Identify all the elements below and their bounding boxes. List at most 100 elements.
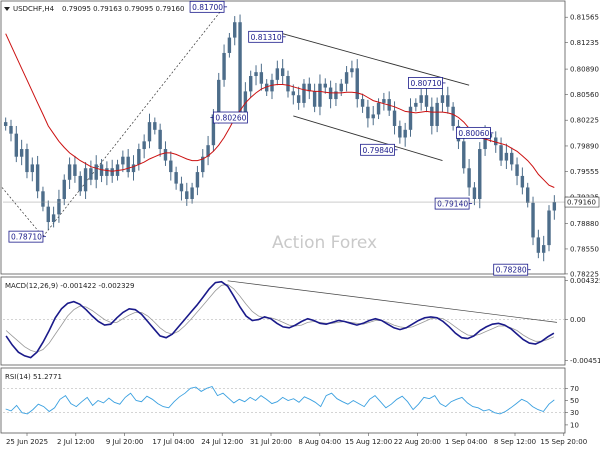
macd-line	[5, 280, 555, 359]
candle	[328, 80, 333, 109]
candle-body	[462, 141, 466, 169]
candle-body	[238, 22, 242, 115]
candle	[3, 117, 8, 131]
macd-trend-line	[227, 280, 558, 323]
candle-body	[174, 172, 178, 184]
price-tick-label: 0.78880	[570, 220, 599, 228]
channel-lower-line	[293, 115, 443, 161]
candle	[355, 59, 359, 108]
candle-body	[3, 122, 8, 126]
candle	[89, 160, 93, 186]
candle	[25, 143, 29, 179]
candle-body	[344, 72, 349, 84]
ma-line	[5, 33, 555, 188]
candle-body	[35, 164, 40, 192]
candle-body	[275, 68, 280, 80]
candle-body	[280, 68, 285, 77]
macd-signal-line	[5, 283, 555, 353]
price-label: 0.78710	[8, 230, 46, 243]
candle-body	[222, 52, 226, 80]
price-label-text: 0.81310	[251, 33, 282, 42]
candle-body	[520, 175, 525, 188]
candle	[424, 87, 429, 113]
candle-body	[366, 106, 370, 119]
candle-body	[206, 145, 210, 157]
candle	[254, 65, 258, 86]
candle-body	[105, 168, 109, 176]
candle-body	[89, 168, 93, 180]
candle-body	[190, 187, 194, 199]
candle-body	[57, 198, 61, 215]
candle	[206, 135, 210, 166]
candle	[510, 147, 514, 171]
candle	[78, 171, 82, 196]
candle-body	[185, 191, 189, 199]
candle	[515, 157, 519, 186]
time-tick-label: 2 Jul 12:00	[57, 438, 95, 446]
candle	[525, 182, 530, 208]
rsi-tick-label: 50	[570, 397, 579, 405]
candle	[195, 165, 200, 196]
candle	[227, 32, 232, 58]
price-tick-label: 0.78225	[570, 270, 599, 278]
candle	[51, 206, 56, 228]
candle-body	[323, 83, 327, 88]
candle-body	[163, 149, 168, 161]
price-label-text: 0.80260	[215, 114, 246, 123]
macd-tick-label: -0.004511	[570, 357, 600, 365]
candle	[57, 189, 61, 223]
candle	[504, 143, 509, 170]
candle	[121, 150, 125, 173]
trend-lines	[1, 6, 470, 237]
candle-body	[515, 164, 519, 176]
candle-body	[179, 183, 184, 192]
candle-body	[312, 91, 317, 107]
time-tick-label: 9 Jul 20:00	[106, 438, 144, 446]
candle-body	[131, 164, 136, 173]
price-label-text: 0.78280	[496, 266, 527, 275]
dashed-uptrend-line	[42, 6, 225, 237]
candle-body	[435, 102, 439, 126]
price-tick-label: 0.78550	[570, 245, 599, 253]
candle	[131, 155, 136, 181]
candle-body	[430, 106, 434, 126]
dropdown-triangle-icon[interactable]	[4, 7, 10, 11]
price-label-text: 0.78710	[11, 233, 42, 242]
candle-body	[158, 129, 162, 150]
time-tick-label: 1 Sep 04:00	[445, 438, 487, 446]
candle	[201, 149, 205, 178]
macd-panel-frame	[0, 276, 566, 366]
candle-body	[483, 133, 487, 150]
price-label-text: 0.79840	[363, 146, 394, 155]
candle	[446, 86, 450, 114]
candle	[83, 162, 88, 199]
candle-body	[467, 168, 471, 188]
moving-average	[5, 33, 555, 188]
candle-body	[153, 122, 157, 130]
candle-body	[440, 95, 445, 103]
candle-body	[424, 95, 429, 107]
rsi-line	[5, 385, 555, 415]
candle	[440, 88, 445, 113]
candle-body	[227, 37, 232, 53]
candle	[19, 139, 24, 166]
candle	[286, 70, 290, 98]
candle-body	[552, 202, 557, 211]
candle-body	[25, 149, 29, 173]
candle-body	[382, 99, 386, 103]
candle-body	[14, 133, 19, 157]
candle-body	[46, 206, 50, 223]
candle-body	[259, 72, 264, 84]
candle-body	[494, 137, 498, 146]
candle-body	[9, 125, 13, 134]
time-tick-label: 8 Sep 12:00	[494, 438, 536, 446]
candle	[478, 142, 482, 209]
price-label-text: 0.80710	[410, 79, 441, 88]
candle-body	[504, 152, 509, 161]
candle-body	[233, 22, 237, 38]
candle-body	[126, 156, 130, 173]
current-price-marker: 0.79160	[3, 196, 600, 208]
candle-body	[371, 114, 375, 119]
